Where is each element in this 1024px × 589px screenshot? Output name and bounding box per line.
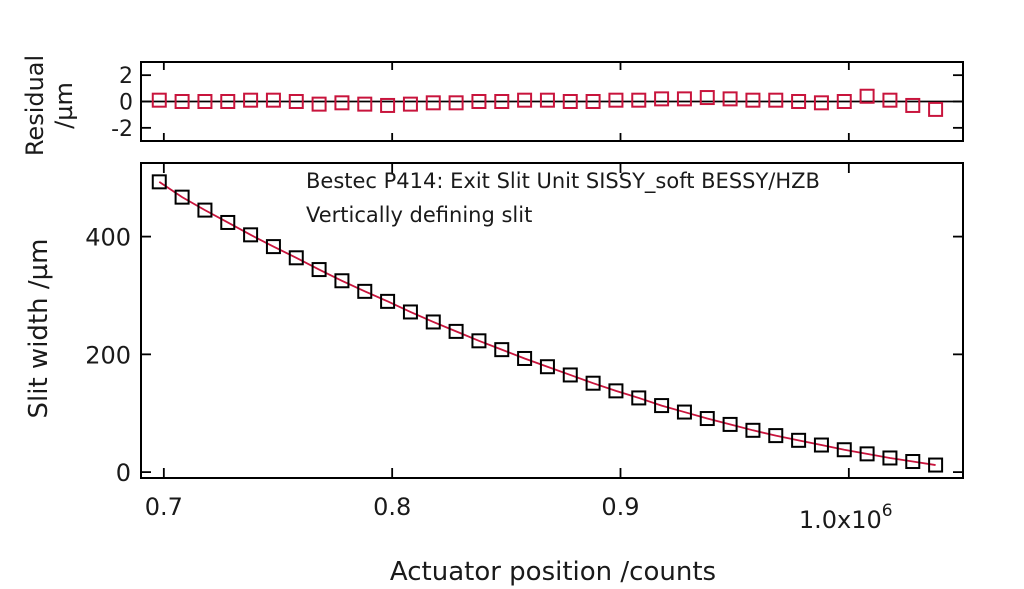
main-data-point-17: [539, 359, 555, 375]
main-data-point-27: [768, 428, 784, 444]
main-data-point-3: [220, 214, 236, 230]
main-data-point-25: [722, 416, 738, 432]
residual-data-point-5: [265, 92, 281, 108]
annotation-line-2: Vertically defining slit: [306, 203, 532, 227]
residual-data-point-0: [151, 92, 167, 108]
fit-curve: [158, 181, 936, 466]
residual-data-point-11: [402, 96, 418, 112]
residual-data-point-1: [174, 94, 190, 109]
residual-ytick-label-0: -2: [111, 117, 133, 142]
residual-data-point-13: [448, 95, 464, 111]
main-xtick-label-1: 0.8: [373, 493, 411, 521]
residual-ytick-label-1: 0: [119, 91, 133, 116]
residual-data-point-10: [380, 97, 396, 113]
main-data-point-15: [494, 342, 510, 358]
residual-panel: -202 Residual /µm: [21, 55, 964, 156]
main-data-point-1: [174, 189, 190, 205]
residual-data-point-20: [608, 92, 624, 108]
main-data-point-12: [425, 314, 441, 330]
main-ytick-label-0: 0: [116, 459, 131, 487]
residual-data-point-17: [539, 92, 555, 108]
main-data-point-29: [813, 437, 829, 453]
main-data-point-28: [791, 432, 807, 448]
main-data-point-34: [928, 457, 944, 473]
main-data-point-24: [699, 411, 715, 427]
main-data-point-7: [311, 262, 327, 278]
residual-data-point-23: [676, 91, 692, 107]
residual-data-point-6: [288, 94, 304, 109]
main-data-point-23: [676, 404, 692, 420]
main-xtick-label-2: 0.9: [601, 493, 639, 521]
main-data-point-5: [265, 239, 281, 255]
main-plot-frame: [140, 162, 964, 479]
main-data-point-16: [517, 350, 533, 366]
main-data-point-22: [654, 398, 670, 414]
residual-data-point-29: [813, 95, 829, 111]
residual-data-point-19: [585, 94, 601, 109]
residual-data-point-14: [471, 94, 487, 109]
residual-data-point-26: [745, 92, 761, 108]
main-data-point-0: [151, 174, 167, 190]
x-exponent-label: 1.0x106: [799, 501, 893, 534]
residual-data-point-34: [928, 101, 944, 117]
residual-data-point-8: [334, 95, 350, 111]
residual-ylabel-line-2: /µm: [50, 82, 78, 129]
residual-data-point-7: [311, 96, 327, 112]
residual-data-point-3: [220, 94, 236, 109]
residual-data-point-9: [357, 96, 373, 112]
main-data-point-8: [334, 273, 350, 289]
main-data-point-32: [882, 450, 898, 466]
x-axis-label: Actuator position /counts: [390, 557, 716, 587]
residual-data-point-30: [836, 94, 852, 109]
main-y-ticks: 0 200 400: [85, 224, 963, 487]
main-data-point-6: [288, 250, 304, 266]
main-data-point-9: [357, 283, 373, 299]
main-ytick-label-1: 200: [85, 341, 131, 369]
residual-data-point-18: [562, 94, 578, 109]
main-data-point-4: [243, 227, 259, 243]
main-data-point-30: [836, 442, 852, 458]
main-x-ticks: 0.7 0.8 0.9: [145, 62, 850, 521]
x-exponent-power: 6: [882, 501, 893, 521]
main-data-point-18: [562, 367, 578, 383]
main-data-point-21: [631, 390, 647, 406]
residual-data-point-4: [243, 92, 259, 108]
residual-data-point-27: [768, 92, 784, 108]
residual-data-point-24: [699, 90, 715, 106]
main-data-point-13: [448, 323, 464, 339]
main-panel: 0 200 400 0.7 0.8 0.9 Bestec P414: Exit Slit…: [24, 62, 964, 521]
main-data-point-10: [380, 293, 396, 309]
main-data-point-11: [402, 304, 418, 320]
main-data-point-26: [745, 422, 761, 438]
annotation-line-1: Bestec P414: Exit Slit Unit SISSY_soft B…: [306, 169, 820, 194]
residual-ylabel-line-1: Residual: [21, 55, 49, 156]
main-data-point-14: [471, 333, 487, 349]
main-data-point-31: [859, 446, 875, 462]
main-xtick-label-0: 0.7: [145, 493, 183, 521]
residual-data-point-28: [791, 94, 807, 109]
residual-data-point-25: [722, 91, 738, 107]
residual-data-point-33: [905, 97, 921, 113]
residual-data-point-16: [517, 92, 533, 108]
residual-data-point-31: [859, 88, 875, 104]
main-data-point-2: [197, 202, 213, 218]
residual-data-point-22: [654, 91, 670, 107]
main-ylabel: Slit width /µm: [24, 239, 54, 419]
residual-data-point-15: [494, 94, 510, 109]
residual-markers: [151, 88, 944, 117]
residual-data-point-2: [197, 94, 213, 109]
residual-ytick-label-2: 2: [119, 64, 133, 89]
main-data-point-33: [905, 454, 921, 470]
main-data-point-20: [608, 383, 624, 399]
main-data-point-19: [585, 375, 601, 391]
residual-data-point-21: [631, 92, 647, 108]
x-exponent-base: 1.0x10: [799, 506, 882, 534]
residual-data-point-12: [425, 95, 441, 111]
residual-data-point-32: [882, 92, 898, 108]
main-markers: [151, 174, 944, 473]
residual-y-ticks: -202: [111, 64, 963, 142]
main-ytick-label-2: 400: [85, 224, 131, 252]
